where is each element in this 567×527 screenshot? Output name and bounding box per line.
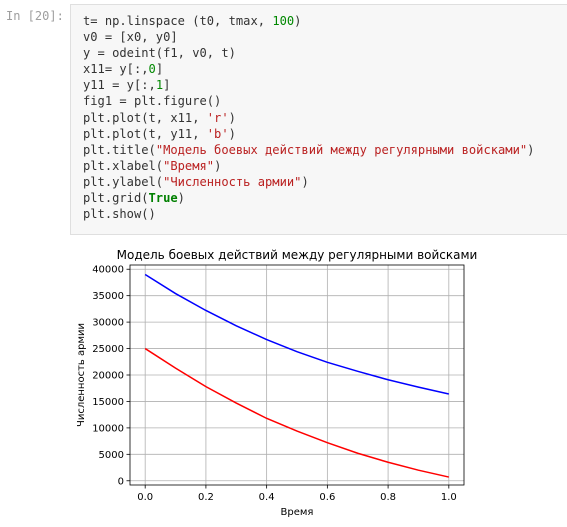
code-token: ) bbox=[177, 191, 185, 206]
code-token: ] bbox=[155, 62, 164, 77]
code-token: ) bbox=[294, 14, 302, 28]
x-tick-label: 0.0 bbox=[137, 492, 153, 503]
code-line: plt.show() bbox=[83, 206, 534, 222]
code-line: plt.title("Модель боевых действий между … bbox=[83, 142, 534, 158]
x-tick-label: 0.4 bbox=[259, 492, 275, 503]
y-tick-label: 20000 bbox=[92, 371, 124, 382]
code-token: fig1 = plt.figure() bbox=[83, 94, 222, 109]
y-tick-label: 15000 bbox=[92, 397, 124, 408]
code-line: plt.plot(t, y11, 'b') bbox=[83, 126, 534, 142]
line-chart: 0.0 0.2 0.4 0.6 0.8 1.0 0 5000 10000 15000 20000 25… bbox=[76, 248, 478, 518]
code-token: plt.show() bbox=[83, 207, 156, 222]
x-tick-label: 0.6 bbox=[319, 492, 335, 503]
code-line: y = odeint(f1, v0, t) bbox=[83, 45, 534, 61]
code-editor[interactable]: t= np.linspace (t0, tmax, 100) v0 = [x0, … bbox=[83, 13, 534, 222]
x-tick-label: 1.0 bbox=[441, 492, 457, 503]
series-line bbox=[144, 273, 449, 395]
code-token: "Численность армии" bbox=[163, 174, 302, 189]
code-token: y11 = y[:, bbox=[83, 78, 156, 93]
code-token: plt.xlabel( bbox=[83, 158, 164, 173]
code-token: plt.ylabel( bbox=[83, 174, 164, 189]
code-line: plt.plot(t, x11, 'r') bbox=[83, 110, 534, 126]
code-token: "Модель боевых действий между регулярным… bbox=[155, 142, 528, 157]
code-token: "Время" bbox=[163, 158, 215, 173]
code-line: plt.grid(True) bbox=[83, 190, 534, 206]
code-token: 'b' bbox=[206, 126, 229, 141]
code-token: plt.grid( bbox=[83, 191, 149, 206]
y-tick-label: 5000 bbox=[99, 450, 124, 461]
code-token: x11= y[:, bbox=[83, 62, 149, 77]
x-tick-label: 0.2 bbox=[198, 492, 214, 503]
plot-output: 0.0 0.2 0.4 0.6 0.8 1.0 0 5000 10000 15000 20000 25… bbox=[70, 240, 490, 520]
code-line: y11 = y[:,1] bbox=[83, 77, 534, 93]
y-tick-label: 30000 bbox=[92, 318, 124, 329]
code-line: plt.xlabel("Время") bbox=[83, 158, 534, 174]
code-token: ) bbox=[228, 110, 236, 125]
code-token: 100 bbox=[272, 14, 295, 28]
code-token: ) bbox=[214, 158, 222, 173]
code-token: ) bbox=[527, 142, 535, 157]
code-token: ) bbox=[228, 126, 236, 141]
y-axis-label: Численность армии bbox=[76, 323, 87, 427]
code-line: v0 = [x0, y0] bbox=[83, 29, 534, 45]
y-tick-label: 35000 bbox=[92, 291, 124, 302]
code-token: t= np.linspace (t0, tmax, bbox=[83, 14, 273, 28]
code-token: plt.plot(t, y11, bbox=[83, 126, 207, 141]
code-token: plt.title( bbox=[83, 142, 156, 157]
x-tick-label: 0.8 bbox=[380, 492, 396, 503]
code-token: True bbox=[148, 191, 178, 206]
y-tick-label: 10000 bbox=[92, 423, 124, 434]
y-tick-label: 25000 bbox=[92, 344, 124, 355]
code-line: fig1 = plt.figure() bbox=[83, 93, 534, 109]
code-token: v0 = [x0, y0] bbox=[83, 30, 178, 45]
series-line bbox=[144, 347, 449, 478]
x-axis-label: Время bbox=[281, 507, 314, 518]
code-line: plt.ylabel("Численность армии") bbox=[83, 174, 534, 190]
y-tick-label: 40000 bbox=[92, 265, 124, 276]
code-token: 0 bbox=[148, 62, 156, 77]
y-tick-label: 0 bbox=[118, 476, 124, 487]
chart-title: Модель боевых действий между регулярными… bbox=[117, 248, 478, 262]
code-line: x11= y[:,0] bbox=[83, 61, 534, 77]
code-token: ] bbox=[163, 78, 171, 93]
code-token: y = odeint(f1, v0, t) bbox=[83, 46, 236, 61]
cell-prompt: In [20]: bbox=[6, 9, 64, 23]
code-token: 1 bbox=[155, 78, 164, 93]
code-line: t= np.linspace (t0, tmax, 100) bbox=[83, 13, 534, 29]
code-cell-input[interactable]: t= np.linspace (t0, tmax, 100) v0 = [x0, … bbox=[70, 4, 567, 235]
code-token: plt.plot(t, x11, bbox=[83, 110, 207, 125]
code-token: 'r' bbox=[206, 110, 229, 125]
code-token: ) bbox=[301, 174, 309, 189]
